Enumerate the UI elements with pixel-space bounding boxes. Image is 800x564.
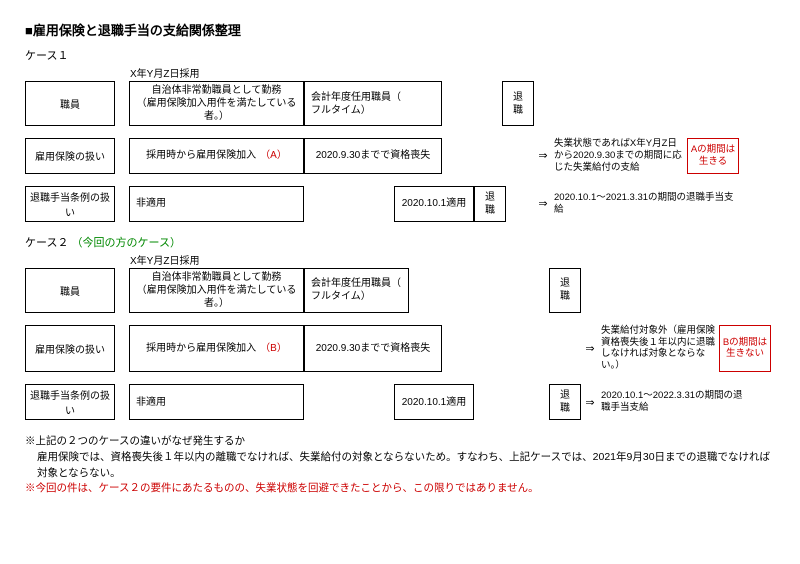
- box-retire: 退職: [474, 186, 506, 222]
- case2-label: ケース２ （今回の方のケース）: [25, 234, 775, 250]
- box-apply: 2020.10.1適用: [394, 384, 474, 420]
- box-na: 非適用: [129, 186, 304, 222]
- text: 採用時から雇用保険加入: [146, 342, 256, 355]
- text: 採用時から雇用保険加入: [146, 149, 256, 162]
- red-callout: Aの期間は 生きる: [687, 138, 739, 174]
- box-apply: 2020.10.1適用: [394, 186, 474, 222]
- case2-adopt-date: X年Y月Z日採用: [130, 252, 775, 267]
- box-nonregular: 自治体非常勤職員として勤務 （雇用保険加入用件を満たしている者。）: [129, 81, 304, 126]
- arrow-icon: ⇒: [581, 325, 599, 373]
- text: Aの期間は: [691, 144, 735, 155]
- text: 会計年度任用職員（: [311, 277, 402, 290]
- text: 生きない: [726, 348, 764, 359]
- footer-line3: ※今回の件は、ケース２の要件にあたるものの、失業状態を回避できたことから、この限…: [25, 481, 775, 497]
- row-label: 退職手当条例の扱い: [25, 186, 115, 222]
- footer-line2: 雇用保険では、資格喪失後１年以内の離職でなければ、失業給付の対象とならないため。…: [37, 450, 775, 482]
- text: 自治体非常勤職員として勤務: [152, 84, 282, 97]
- text: フルタイム）: [311, 290, 402, 303]
- row-label: 雇用保険の扱い: [25, 325, 115, 373]
- text: （雇用保険加入用件を満たしている者。）: [136, 284, 297, 310]
- case1-row-allowance: 退職手当条例の扱い 非適用 2020.10.1適用 退職 ⇒ 2020.10.1…: [25, 186, 775, 222]
- text: ケース２: [25, 237, 68, 249]
- text: （雇用保険加入用件を満たしている者。）: [136, 97, 297, 123]
- box-loss: 2020.9.30までで資格喪失: [304, 325, 442, 373]
- case1-adopt-date: X年Y月Z日採用: [130, 65, 775, 80]
- text: 生きる: [699, 156, 727, 167]
- text: 自治体非常勤職員として勤務: [152, 271, 282, 284]
- mark-a: （A）: [260, 149, 287, 162]
- box-nonregular: 自治体非常勤職員として勤務 （雇用保険加入用件を満たしている者。）: [129, 268, 304, 313]
- box-fiscalyear: 会計年度任用職員（ フルタイム）: [304, 81, 442, 126]
- note-text: 失業状態であればX年Y月Z日から2020.9.30までの期間に応じた失業給付の支…: [552, 138, 687, 174]
- case1-row-staff: 職員 自治体非常勤職員として勤務 （雇用保険加入用件を満たしている者。） 会計年…: [25, 81, 775, 126]
- footer-line1: ※上記の２つのケースの違いがなぜ発生するか: [25, 434, 775, 450]
- case1-label: ケース１: [25, 47, 775, 63]
- box-na: 非適用: [129, 384, 304, 420]
- arrow-icon: ⇒: [534, 138, 552, 174]
- text-green: （今回の方のケース）: [72, 237, 181, 249]
- text: フルタイム）: [311, 104, 435, 117]
- box-join: 採用時から雇用保険加入 （A）: [129, 138, 304, 174]
- case2-row-allowance: 退職手当条例の扱い 非適用 2020.10.1適用 退職 ⇒ 2020.10.1…: [25, 384, 775, 420]
- footer-notes: ※上記の２つのケースの違いがなぜ発生するか 雇用保険では、資格喪失後１年以内の離…: [25, 434, 775, 497]
- note-text: 2020.10.1～2022.3.31の期間の退職手当支給: [599, 384, 749, 420]
- box-fiscalyear: 会計年度任用職員（ フルタイム）: [304, 268, 409, 313]
- arrow-icon: ⇒: [581, 384, 599, 420]
- row-label: 退職手当条例の扱い: [25, 384, 115, 420]
- box-retire: 退職: [549, 268, 581, 313]
- red-callout: Bの期間は 生きない: [719, 325, 771, 373]
- box-loss: 2020.9.30までで資格喪失: [304, 138, 442, 174]
- row-label: 職員: [25, 268, 115, 313]
- case2-row-insurance: 雇用保険の扱い 採用時から雇用保険加入 （B） 2020.9.30までで資格喪失…: [25, 325, 775, 373]
- text: Bの期間は: [723, 337, 767, 348]
- row-label: 職員: [25, 81, 115, 126]
- page-title: ■雇用保険と退職手当の支給関係整理: [25, 20, 775, 39]
- case2-row-staff: 職員 自治体非常勤職員として勤務 （雇用保険加入用件を満たしている者。） 会計年…: [25, 268, 775, 313]
- note-text: 失業給付対象外（雇用保険資格喪失後１年以内に退職しなければ対象とならない。）: [599, 325, 719, 373]
- mark-b: （B）: [260, 342, 287, 355]
- note-text: 2020.10.1～2021.3.31の期間の退職手当支給: [552, 186, 742, 222]
- box-retire: 退職: [502, 81, 534, 126]
- case1-row-insurance: 雇用保険の扱い 採用時から雇用保険加入 （A） 2020.9.30までで資格喪失…: [25, 138, 775, 174]
- box-retire: 退職: [549, 384, 581, 420]
- text: 会計年度任用職員（: [311, 91, 435, 104]
- arrow-icon: ⇒: [534, 186, 552, 222]
- row-label: 雇用保険の扱い: [25, 138, 115, 174]
- box-join: 採用時から雇用保険加入 （B）: [129, 325, 304, 373]
